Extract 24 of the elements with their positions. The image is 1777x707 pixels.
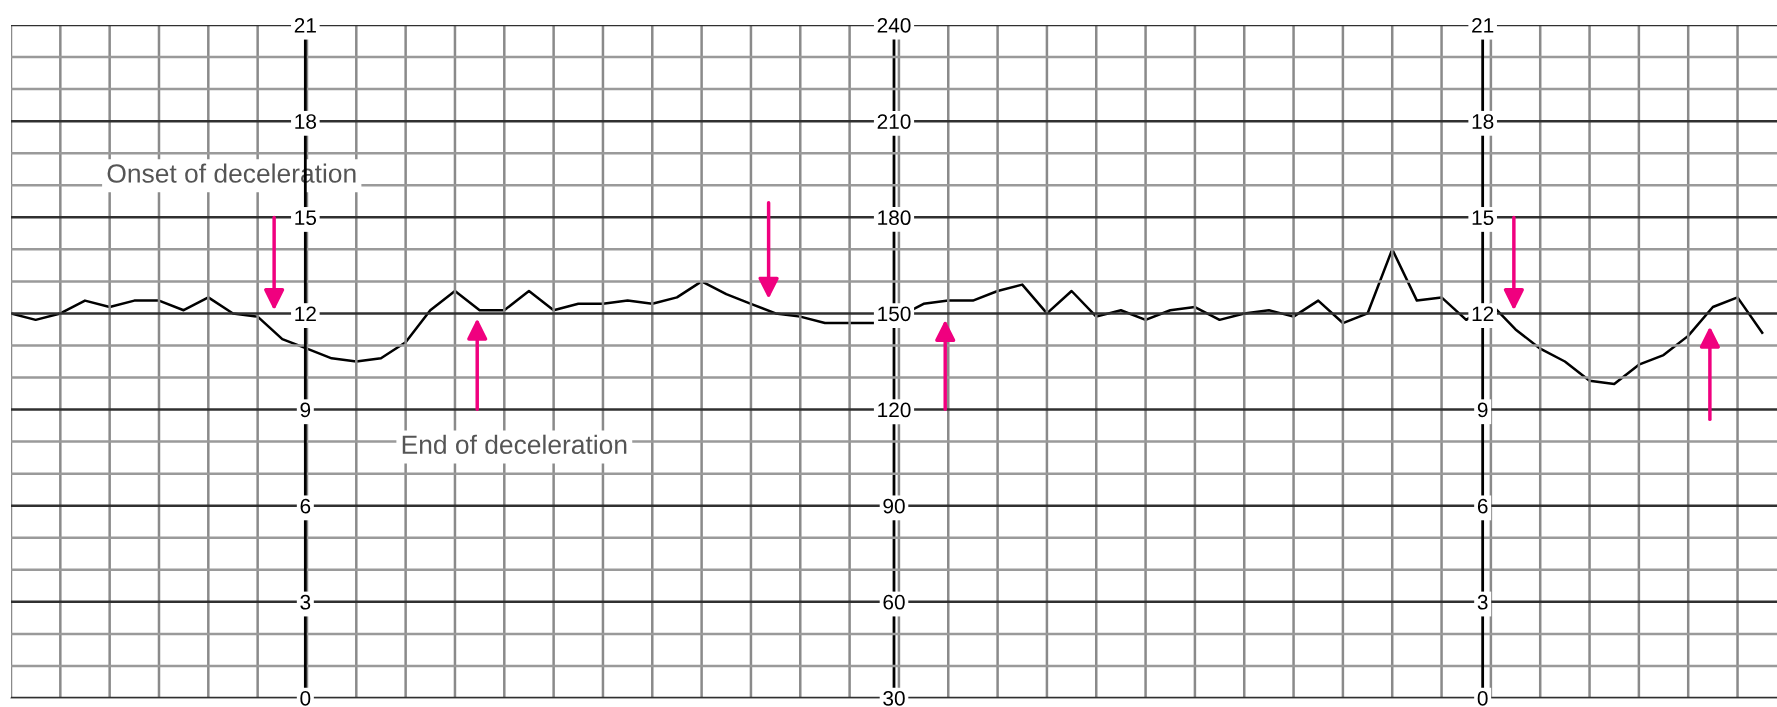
y3-tick-label: 21 (294, 18, 316, 33)
y2-tick-label: 9 (1477, 402, 1488, 418)
y3-tick-label: 6 (300, 498, 311, 514)
y2-tick-label: 18 (1472, 114, 1494, 129)
y3-tick-label: 15 (295, 210, 317, 226)
y3-tick-label: 12 (295, 306, 316, 321)
y2-tick-label: 21 (1472, 18, 1494, 33)
y3-tick-label: 0 (300, 691, 311, 706)
y-tick-label: 60 (883, 594, 905, 610)
y2-tick-label: 6 (1477, 498, 1488, 514)
y-tick-label: 30 (883, 691, 905, 706)
y-tick-label: 90 (883, 498, 905, 514)
y3-tick-label: 18 (295, 114, 317, 129)
y2-tick-label: 12 (1472, 306, 1494, 321)
y-tick-label: 120 (878, 402, 911, 418)
y-tick-label: 210 (877, 114, 911, 129)
y3-tick-label: 3 (300, 594, 311, 610)
y2-tick-label: 3 (1477, 594, 1488, 610)
y2-tick-label: 15 (1472, 210, 1494, 226)
y2-tick-label: 0 (1477, 691, 1488, 706)
annotation: End of deceleration (402, 434, 627, 455)
y-tick-label: 240 (877, 18, 911, 33)
y3-tick-label: 9 (300, 402, 311, 418)
y-tick-label: 180 (878, 210, 911, 226)
